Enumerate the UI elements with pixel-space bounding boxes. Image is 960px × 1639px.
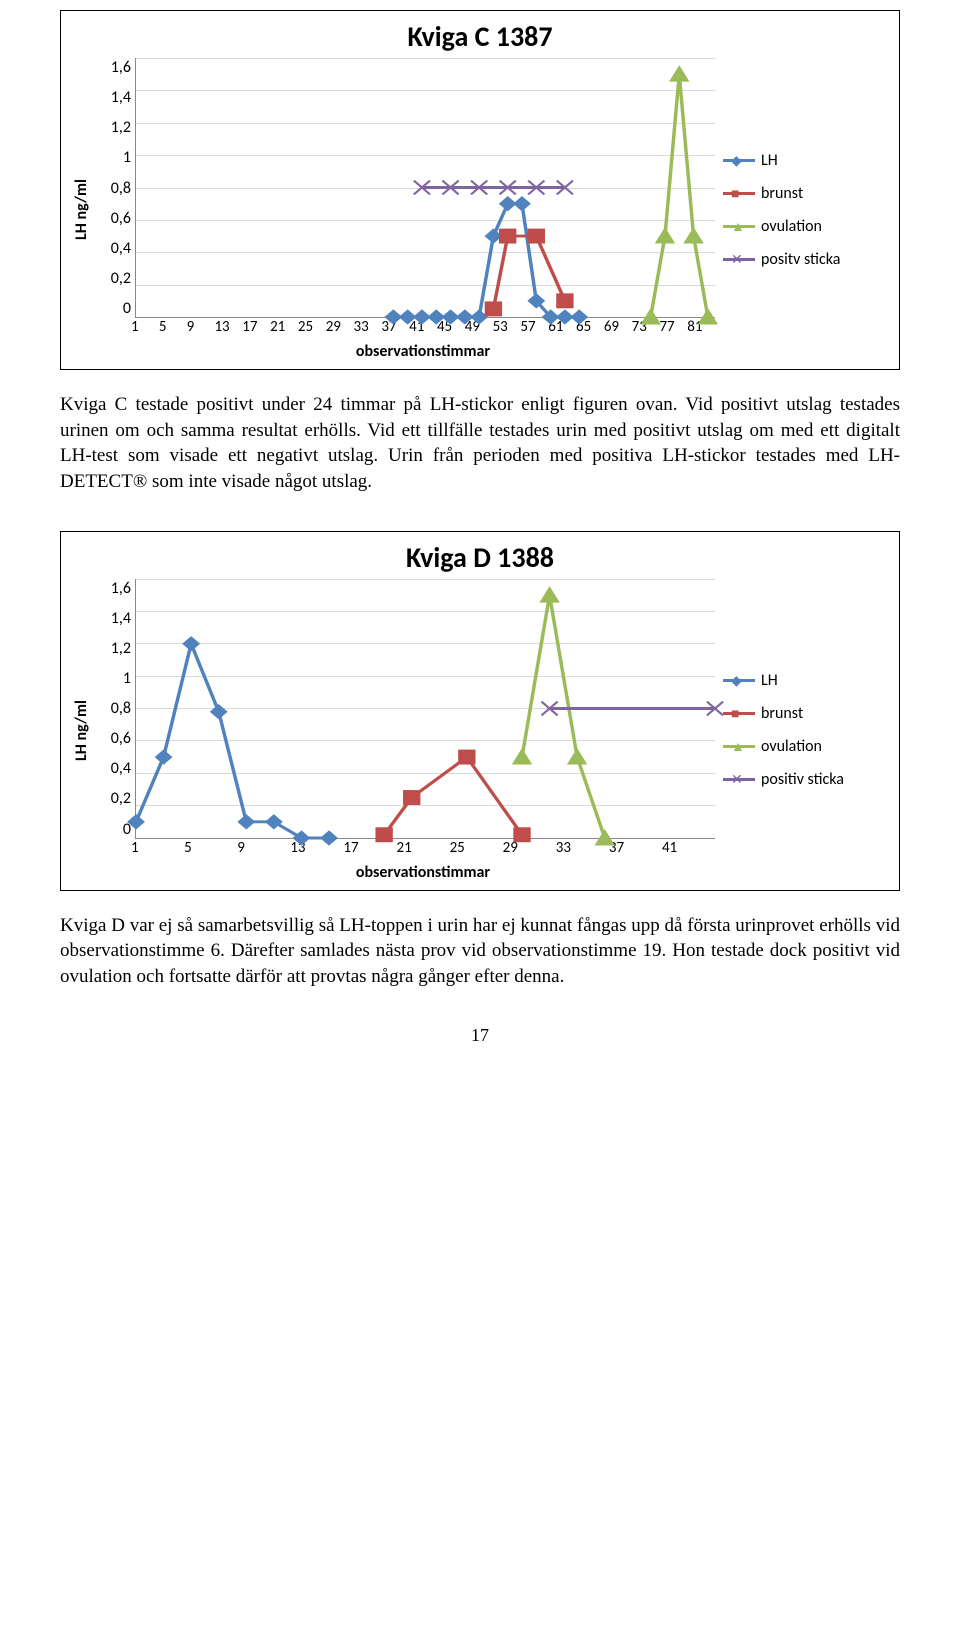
legend-item-sticka: ✕positv sticka <box>723 250 893 269</box>
document-page: Kviga C 1387 LH ng/ml 1,61,41,210,80,60,… <box>0 0 960 1086</box>
legend-item-sticka: ✕positiv sticka <box>723 770 893 789</box>
chart2-yticks: 1,61,41,210,80,60,40,20 <box>95 579 135 839</box>
chart1-legend: ◆LH ■brunst ▲ovulation ✕positv sticka <box>715 58 893 361</box>
chart2-plot-area <box>135 579 715 839</box>
chart-kviga-c: Kviga C 1387 LH ng/ml 1,61,41,210,80,60,… <box>60 10 900 370</box>
chart2-ylabel: LH ng/ml <box>72 700 91 761</box>
legend-item-lh: ◆LH <box>723 151 893 170</box>
chart2-xticks: 1591317212529333741 <box>131 839 715 857</box>
page-number: 17 <box>60 1025 900 1046</box>
paragraph-2: Kviga D var ej så samarbetsvillig så LH-… <box>60 913 900 990</box>
chart2-xlabel: observationstimmar <box>131 863 715 882</box>
chart1-xlabel: observationstimmar <box>131 342 715 361</box>
chart1-title: Kviga C 1387 <box>67 19 893 54</box>
legend-item-lh: ◆LH <box>723 671 893 690</box>
chart2-title: Kviga D 1388 <box>67 540 893 575</box>
legend-item-ovul: ▲ovulation <box>723 737 893 756</box>
chart-kviga-d: Kviga D 1388 LH ng/ml 1,61,41,210,80,60,… <box>60 531 900 891</box>
legend-item-brunst: ■brunst <box>723 184 893 203</box>
legend-item-brunst: ■brunst <box>723 704 893 723</box>
chart1-plot-area <box>135 58 715 318</box>
chart1-yticks: 1,61,41,210,80,60,40,20 <box>95 58 135 318</box>
paragraph-1: Kviga C testade positivt under 24 timmar… <box>60 392 900 495</box>
legend-item-ovul: ▲ovulation <box>723 217 893 236</box>
chart1-ylabel: LH ng/ml <box>72 179 91 240</box>
chart2-legend: ◆LH ■brunst ▲ovulation ✕positiv sticka <box>715 579 893 882</box>
